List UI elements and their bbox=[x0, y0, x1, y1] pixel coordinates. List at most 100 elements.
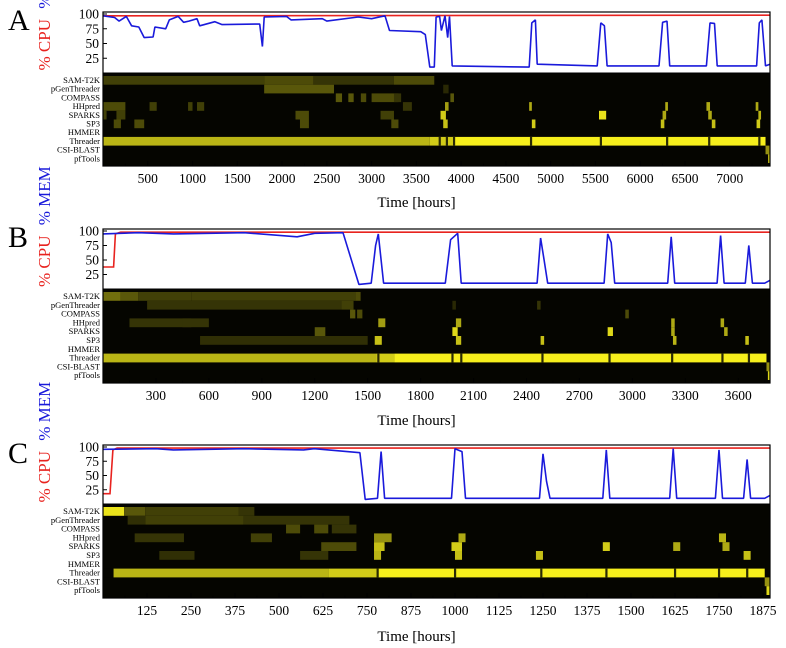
heatmap-cell bbox=[360, 93, 367, 103]
heatmap-cell bbox=[745, 336, 749, 345]
heatmap-cell bbox=[711, 119, 716, 129]
x-tick-label: 250 bbox=[181, 603, 202, 618]
x-tick-label: 1000 bbox=[441, 603, 468, 618]
heatmap-gap bbox=[717, 568, 721, 578]
y-axis-label-mem: % MEM bbox=[35, 0, 54, 9]
heatmap-cell bbox=[394, 353, 767, 363]
method-label: CSI-BLAST bbox=[57, 361, 101, 371]
heatmap-cell bbox=[134, 533, 184, 543]
heatmap-cell bbox=[708, 110, 712, 120]
method-label: Threader bbox=[69, 353, 100, 363]
method-label: Threader bbox=[69, 568, 100, 578]
mem-series-line bbox=[102, 15, 771, 68]
method-label: pGenThreader bbox=[51, 300, 100, 310]
x-tick-label: 3000 bbox=[619, 388, 646, 403]
heatmap-gap bbox=[376, 568, 379, 578]
heatmap-gap bbox=[671, 353, 674, 363]
method-label: Threader bbox=[69, 136, 100, 146]
heatmap-cell bbox=[321, 542, 357, 551]
heatmap-cell bbox=[250, 533, 272, 543]
heatmap-cell bbox=[673, 542, 681, 551]
heatmap-cell bbox=[445, 102, 449, 111]
heatmap-cell bbox=[243, 515, 350, 525]
heatmap-cell bbox=[138, 292, 192, 301]
x-tick-label: 750 bbox=[357, 603, 378, 618]
heatmap-cell bbox=[451, 542, 463, 551]
heatmap-cell bbox=[602, 542, 610, 551]
y-axis-label-mem: % MEM bbox=[35, 382, 54, 441]
heatmap-cell bbox=[197, 102, 205, 111]
heatmap-gap bbox=[529, 136, 533, 146]
y-tick-label: 100 bbox=[79, 224, 100, 239]
heatmap-cell bbox=[443, 119, 448, 129]
heatmap-cell bbox=[665, 102, 668, 111]
x-tick-label: 1000 bbox=[179, 171, 206, 186]
panel-label: B bbox=[8, 221, 28, 254]
heatmap-cell bbox=[625, 309, 629, 319]
heatmap-cell bbox=[113, 119, 121, 129]
heatmap-cell bbox=[598, 110, 607, 120]
heatmap-cell bbox=[127, 515, 146, 525]
x-tick-label: 3000 bbox=[358, 171, 385, 186]
method-label: CSI-BLAST bbox=[57, 145, 101, 155]
heatmap-cell bbox=[300, 551, 329, 560]
x-tick-label: 1125 bbox=[486, 603, 513, 618]
heatmap-cell bbox=[743, 551, 751, 560]
method-label: COMPASS bbox=[61, 524, 100, 534]
heatmap-cell bbox=[378, 318, 386, 328]
heatmap-cell bbox=[188, 102, 193, 111]
heatmap-cell bbox=[377, 568, 765, 578]
heatmap-cell bbox=[393, 93, 402, 103]
heatmap-cell bbox=[182, 318, 209, 328]
y-tick-label: 25 bbox=[86, 51, 100, 66]
heatmap-gap bbox=[438, 136, 441, 146]
y-tick-label: 75 bbox=[86, 21, 100, 36]
method-label: pfTools bbox=[74, 153, 100, 163]
heatmap-cell bbox=[200, 336, 368, 345]
method-label: SPARKS bbox=[69, 110, 101, 120]
x-tick-label: 875 bbox=[401, 603, 422, 618]
heatmap-cell bbox=[531, 119, 536, 129]
heatmap-cell bbox=[768, 154, 770, 163]
chart-panel-C: C % CPU % MEM SAM-T2KpGenThreaderCOMPASSHH… bbox=[8, 382, 777, 645]
heatmap-cell bbox=[147, 300, 342, 310]
method-label: COMPASS bbox=[61, 309, 100, 319]
x-axis-label: Time [hours] bbox=[377, 413, 455, 429]
y-axis-label: % CPU % MEM bbox=[35, 0, 54, 71]
x-tick-label: 5000 bbox=[537, 171, 564, 186]
x-tick-label: 1500 bbox=[354, 388, 381, 403]
heatmap-cell bbox=[452, 300, 456, 310]
y-axis-label: % CPU % MEM bbox=[35, 382, 54, 503]
x-tick-label: 1250 bbox=[529, 603, 556, 618]
heatmap-cell bbox=[145, 507, 239, 516]
x-tick-label: 3300 bbox=[672, 388, 699, 403]
heatmap-cell bbox=[374, 533, 392, 543]
panel-label: A bbox=[8, 4, 30, 37]
heatmap-cell bbox=[103, 292, 121, 301]
heatmap-cell bbox=[103, 353, 377, 363]
y-axis-label-cpu: % CPU bbox=[35, 447, 54, 503]
heatmap-cell bbox=[758, 110, 762, 120]
heatmap-cell bbox=[767, 371, 770, 380]
heatmap-cell bbox=[313, 76, 394, 85]
y-axis-label-cpu: % CPU bbox=[35, 15, 54, 71]
heatmap-cell bbox=[314, 327, 326, 336]
heatmap-gap bbox=[666, 136, 669, 146]
heatmap-cell bbox=[103, 507, 125, 516]
heatmap-cell bbox=[720, 318, 725, 328]
y-tick-label: 50 bbox=[86, 253, 100, 268]
heatmap-cell bbox=[391, 119, 399, 129]
heatmap-cell bbox=[376, 353, 395, 363]
mem-series-line bbox=[102, 447, 771, 501]
x-axis-label: Time [hours] bbox=[377, 629, 455, 645]
x-tick-label: 300 bbox=[146, 388, 167, 403]
heatmap-cell bbox=[124, 507, 146, 516]
heatmap-cell bbox=[116, 110, 126, 120]
x-tick-label: 3500 bbox=[403, 171, 430, 186]
x-tick-label: 1625 bbox=[661, 603, 688, 618]
line-plot-area bbox=[103, 229, 770, 289]
heatmap-cell bbox=[452, 327, 458, 336]
method-label: SAM-T2K bbox=[63, 506, 101, 516]
heatmap-cell bbox=[129, 318, 192, 328]
heatmap-cell bbox=[134, 119, 145, 129]
